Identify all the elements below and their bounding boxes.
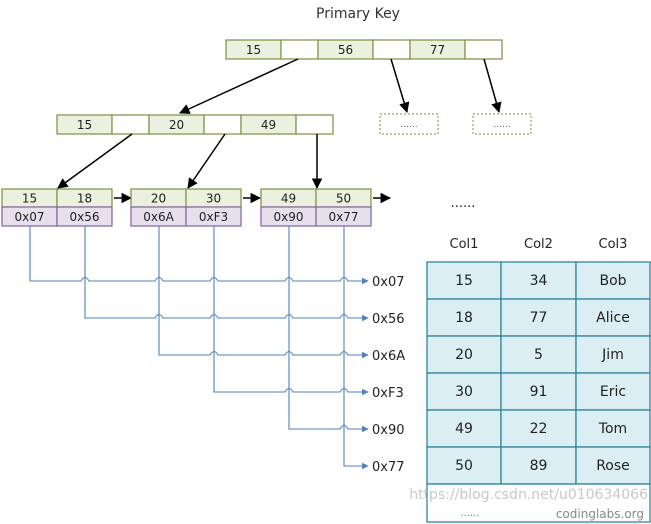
placeholder-node (379, 113, 439, 135)
table-cell-value: 15 (455, 273, 473, 289)
row-pointer-label: 0x77 (372, 460, 405, 475)
internal-node-pointer (111, 114, 150, 135)
internal-node-key-label: 20 (169, 118, 184, 132)
root-to-placeholder-arrow (483, 58, 502, 114)
row-pointer-label: 0xF3 (372, 386, 404, 401)
placeholder-node-label: ...... (400, 120, 417, 130)
table-cell-value: 5 (534, 347, 543, 363)
leaf-key-label: 15 (22, 192, 37, 206)
table-cell-value: Alice (596, 310, 630, 326)
row-pointer-label: 0x56 (372, 312, 405, 327)
leaf-address-label: 0x07 (14, 210, 44, 224)
leaf-address-label: 0xF3 (199, 210, 228, 224)
table-cell (426, 372, 502, 411)
table-header: Col3 (599, 237, 628, 252)
table-header: Col2 (524, 237, 553, 252)
placeholder-node-label: ...... (493, 120, 510, 130)
internal-node-key-label: 15 (77, 118, 92, 132)
leaf-key-label: 30 (206, 192, 221, 206)
table-cell (426, 298, 502, 337)
row-pointer-line (343, 226, 369, 470)
credit-text: codinglabs.org (556, 507, 644, 521)
table-cell-value: 50 (455, 458, 473, 474)
table-more-ellipsis: ...... (460, 508, 479, 519)
leaf-key-label: 50 (336, 192, 351, 206)
row-pointer-label: 0x90 (372, 423, 405, 438)
internal-node-pointer (203, 114, 242, 135)
root-node-key-label: 56 (338, 43, 353, 57)
leaf-address-label: 0x90 (273, 210, 303, 224)
table-cell-value: 91 (530, 384, 548, 400)
row-pointer-line (158, 226, 369, 359)
table-cell-value: Tom (598, 421, 627, 437)
table-cell-value: Eric (600, 384, 626, 400)
root-to-internal-arrow (179, 58, 299, 114)
table-header: Col1 (450, 237, 479, 252)
root-node-key-label: 15 (246, 43, 261, 57)
table-more-row (426, 483, 651, 523)
table-cell-value: 49 (455, 421, 473, 437)
table-cell-value: Jim (601, 347, 624, 363)
row-pointer-line (213, 226, 369, 396)
watermark: https://blog.csdn.net/u010634066 (409, 487, 648, 503)
table-cell-value: 18 (455, 310, 473, 326)
placeholder-node (472, 113, 532, 135)
internal-to-leaf-arrow (57, 133, 133, 189)
row-pointer-label: 0x6A (372, 349, 405, 364)
leaf-key-label: 18 (77, 192, 92, 206)
leaf-address-label: 0x6A (143, 210, 174, 224)
table-cell (575, 446, 651, 485)
table-cell-value: 20 (455, 347, 473, 363)
leaf-address-label: 0x77 (328, 210, 358, 224)
row-pointer-line (84, 226, 369, 322)
table-cell (426, 261, 502, 300)
table-cell-value: Rose (596, 458, 630, 474)
table-cell-value: 22 (530, 421, 548, 437)
table-cell (575, 261, 651, 300)
internal-node-key-label: 49 (261, 118, 276, 132)
table-cell-value: 34 (530, 273, 548, 289)
leaf-key-label: 49 (281, 192, 296, 206)
table-cell-value: Bob (599, 273, 626, 289)
table-cell-value: 89 (530, 458, 548, 474)
diagram-title: Primary Key (316, 6, 400, 22)
table-cell (575, 409, 651, 448)
leaf-address-label: 0x56 (69, 210, 99, 224)
leaf-key-label: 20 (151, 192, 166, 206)
internal-node-pointer (295, 114, 334, 135)
table-cell-value: 30 (455, 384, 473, 400)
row-pointer-label: 0x07 (372, 275, 405, 290)
leaf-more-ellipsis: ...... (451, 196, 476, 211)
root-node-pointer (372, 39, 411, 60)
internal-to-leaf-arrow (187, 133, 226, 189)
table-cell (500, 446, 577, 485)
row-pointer-line (29, 226, 369, 285)
root-node-pointer (280, 39, 319, 60)
table-cell-value: 77 (530, 310, 548, 326)
root-node-pointer (464, 39, 503, 60)
root-node-key-label: 77 (430, 43, 445, 57)
table-cell (500, 335, 577, 374)
row-pointer-line (288, 226, 369, 433)
root-to-placeholder-arrow (390, 58, 410, 114)
table-cell (575, 298, 651, 337)
